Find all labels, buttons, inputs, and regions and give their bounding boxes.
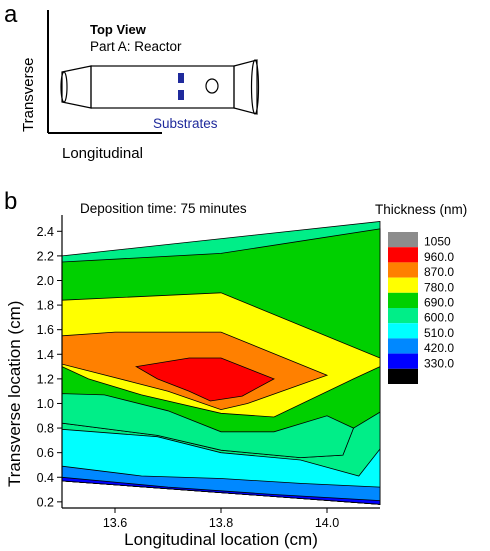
y-tick-label: 0.8 xyxy=(37,422,54,436)
reactor-port xyxy=(205,78,219,94)
y-tick-label: 2.0 xyxy=(37,274,54,288)
legend-label: 690.0 xyxy=(424,296,454,310)
legend-swatch xyxy=(388,292,418,308)
y-tick-label: 2.4 xyxy=(37,225,54,239)
panel-b-letter: b xyxy=(4,188,17,215)
panel-a-title: Top View xyxy=(90,22,147,37)
substrates-label: Substrates xyxy=(153,116,218,131)
legend-label: 420.0 xyxy=(424,341,454,355)
reactor-left-flange xyxy=(61,65,92,109)
reactor-tube xyxy=(90,65,235,109)
y-tick-label: 2.2 xyxy=(37,249,54,263)
y-tick-label: 1.6 xyxy=(37,323,54,337)
legend-swatch xyxy=(388,277,418,293)
reactor-right-end xyxy=(250,59,260,115)
chart-annotation: Deposition time: 75 minutes xyxy=(80,201,247,216)
reactor-left-end xyxy=(60,71,68,103)
legend-label: 960.0 xyxy=(424,250,454,264)
legend-label: 330.0 xyxy=(424,356,454,370)
legend-swatch xyxy=(388,353,418,369)
contour-region-10 xyxy=(135,357,275,402)
contour-region-5 xyxy=(61,393,355,459)
legend-label: 600.0 xyxy=(424,311,454,325)
panel-a-axes xyxy=(47,10,162,134)
y-tick-label: 0.6 xyxy=(37,446,54,460)
legend-swatch xyxy=(388,262,418,278)
legend-swatch xyxy=(388,323,418,339)
legend-label: 1050 xyxy=(424,235,451,249)
panel-a-letter: a xyxy=(4,1,18,28)
legend-swatch xyxy=(388,232,418,248)
x-tick-label: 14.0 xyxy=(315,516,339,530)
y-tick-label: 1.2 xyxy=(37,372,54,386)
y-axis-label: Transverse location (cm) xyxy=(5,301,24,487)
reactor-diagram xyxy=(60,59,260,115)
legend-swatch xyxy=(388,338,418,354)
panel-a-subtitle: Part A: Reactor xyxy=(90,39,182,54)
panel-a-horizontal-label: Longitudinal xyxy=(62,145,143,162)
substrate-lower xyxy=(178,90,184,100)
x-axis-label: Longitudinal location (cm) xyxy=(124,530,318,549)
y-tick-label: 1.8 xyxy=(37,299,54,313)
legend-label: 780.0 xyxy=(424,280,454,294)
x-axis-ticks: 13.6 13.8 14.0 xyxy=(103,508,339,530)
legend-swatch xyxy=(388,368,418,384)
x-tick-label: 13.8 xyxy=(209,516,233,530)
reactor-right-flange xyxy=(233,59,258,115)
x-tick-label: 13.6 xyxy=(103,516,127,530)
legend-swatch xyxy=(388,247,418,263)
legend-label: 870.0 xyxy=(424,265,454,279)
legend-title: Thickness (nm) xyxy=(375,202,467,217)
y-tick-label: 0.4 xyxy=(37,471,54,485)
y-axis-ticks: 0.2 0.4 0.6 0.8 1.0 1.2 1.4 1.6 1.8 2.0 2.2 2.4 xyxy=(37,225,62,509)
y-tick-label: 0.2 xyxy=(37,495,54,509)
panel-a-vertical-label: Transverse xyxy=(20,58,37,132)
substrate-upper xyxy=(178,73,184,83)
legend-swatch xyxy=(388,308,418,324)
y-tick-label: 1.4 xyxy=(37,348,54,362)
y-tick-label: 1.0 xyxy=(37,397,54,411)
legend-label: 510.0 xyxy=(424,326,454,340)
contour-plot xyxy=(61,221,381,505)
